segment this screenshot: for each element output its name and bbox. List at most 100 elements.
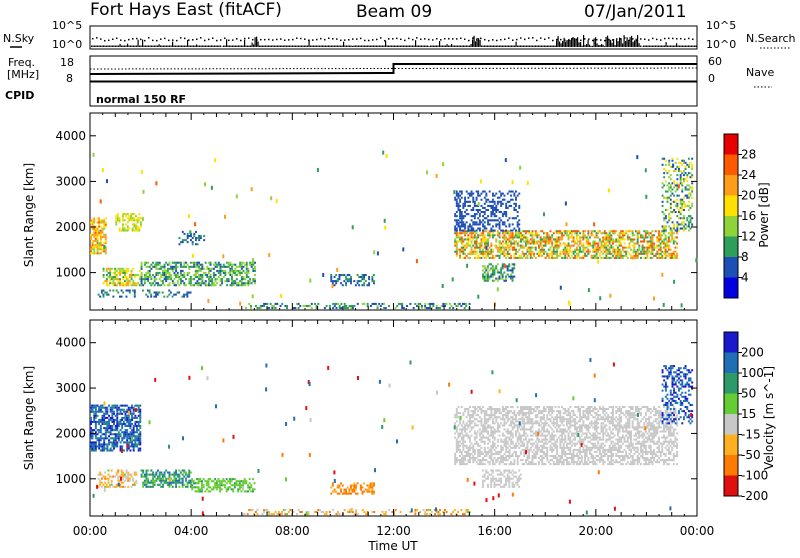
- data-cell: [683, 209, 685, 211]
- data-cell: [652, 251, 654, 253]
- data-cell: [560, 286, 562, 290]
- data-cell: [293, 307, 295, 309]
- data-cell: [159, 264, 161, 266]
- data-cell: [469, 424, 471, 426]
- data-cell: [120, 441, 122, 443]
- data-cell: [500, 203, 502, 205]
- data-cell: [178, 486, 180, 488]
- data-cell: [512, 269, 514, 271]
- data-cell: [675, 251, 677, 253]
- data-cell: [636, 155, 638, 159]
- nsky-bar: [366, 46, 367, 48]
- nsky-bar: [474, 36, 475, 47]
- data-cell: [568, 238, 570, 240]
- nsky-bar: [247, 46, 248, 48]
- nsky-bar: [214, 46, 215, 48]
- data-cell: [599, 230, 601, 232]
- data-cell: [541, 230, 543, 232]
- data-cell: [523, 241, 525, 243]
- data-cell: [495, 211, 497, 213]
- data-cell: [103, 476, 105, 478]
- nsearch-point: [128, 39, 130, 41]
- nsearch-point: [392, 38, 394, 40]
- data-cell: [169, 472, 171, 474]
- data-cell: [629, 236, 631, 238]
- nsky-bar: [160, 46, 161, 48]
- nsky-bar: [595, 37, 596, 47]
- data-cell: [489, 247, 491, 249]
- data-cell: [662, 195, 664, 197]
- data-cell: [342, 485, 344, 487]
- data-cell: [133, 411, 135, 413]
- nsky-bar: [373, 46, 374, 48]
- nsky-bar: [180, 46, 181, 48]
- data-cell: [667, 221, 669, 223]
- data-cell: [492, 209, 494, 211]
- data-cell: [347, 274, 349, 276]
- data-cell: [141, 266, 143, 268]
- data-cell: [656, 238, 658, 240]
- data-cell: [345, 307, 347, 309]
- data-cell: [458, 203, 460, 205]
- data-cell: [118, 439, 120, 441]
- data-cell: [462, 414, 464, 416]
- data-cell: [182, 486, 184, 488]
- data-cell: [505, 276, 507, 278]
- data-cell: [182, 482, 184, 484]
- data-cell: [665, 170, 667, 172]
- data-cell: [106, 417, 108, 419]
- data-cell: [428, 509, 430, 511]
- data-cell: [195, 264, 197, 266]
- data-cell: [582, 238, 584, 240]
- data-cell: [456, 426, 458, 428]
- data-cell: [123, 421, 125, 423]
- data-cell: [201, 280, 203, 282]
- data-cell: [136, 443, 138, 445]
- data-cell: [102, 230, 104, 232]
- data-cell: [100, 242, 102, 244]
- nsky-bar: [357, 46, 358, 48]
- data-cell: [477, 243, 479, 245]
- data-cell: [456, 228, 458, 230]
- data-cell: [165, 280, 167, 282]
- data-cell: [127, 221, 129, 223]
- data-cell: [471, 422, 473, 424]
- nsky-bar: [361, 46, 362, 48]
- data-cell: [469, 439, 471, 441]
- data-cell: [345, 276, 347, 278]
- data-cell: [487, 265, 489, 267]
- data-cell: [489, 205, 491, 207]
- data-cell: [343, 489, 345, 491]
- data-cell: [360, 489, 362, 491]
- data-cell: [251, 266, 253, 268]
- nsearch-point: [472, 37, 474, 39]
- data-cell: [319, 509, 321, 511]
- data-cell: [458, 234, 460, 236]
- data-cell: [149, 272, 151, 274]
- data-cell: [673, 225, 675, 227]
- data-cell: [518, 249, 520, 251]
- data-cell: [476, 245, 478, 247]
- data-cell: [502, 276, 504, 278]
- data-cell: [495, 245, 497, 247]
- nsearch-point: [640, 38, 642, 40]
- data-cell: [109, 272, 111, 274]
- nsky-bar: [661, 46, 662, 48]
- data-cell: [195, 262, 197, 264]
- nsky-bar: [318, 46, 319, 48]
- data-cell: [668, 247, 670, 249]
- data-cell: [355, 487, 357, 489]
- data-cell: [459, 433, 461, 435]
- data-cell: [200, 237, 202, 239]
- data-cell: [576, 232, 578, 234]
- data-cell: [183, 282, 185, 284]
- data-cell: [345, 491, 347, 493]
- data-cell: [459, 420, 461, 422]
- nsky-bar: [580, 42, 581, 47]
- data-cell: [150, 296, 152, 298]
- data-cell: [500, 272, 502, 274]
- data-cell: [477, 257, 479, 259]
- data-cell: [509, 223, 511, 225]
- data-cell: [474, 213, 476, 215]
